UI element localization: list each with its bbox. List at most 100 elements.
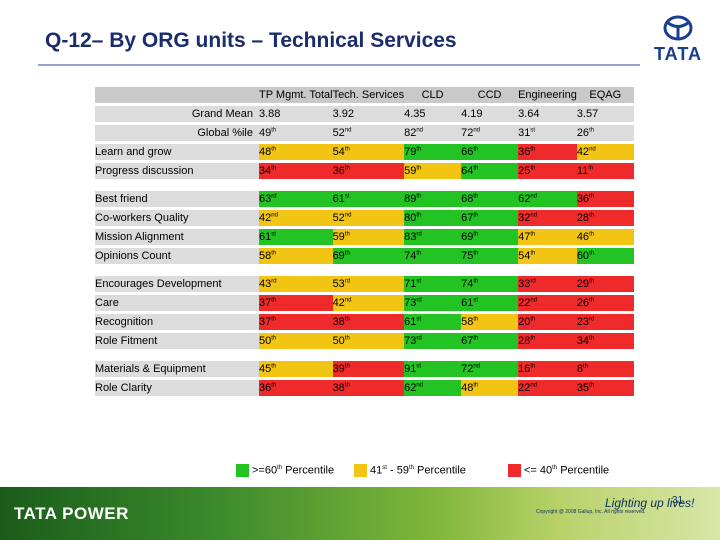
- score-cell: 45th: [259, 361, 333, 377]
- score-cell: 61st: [259, 229, 333, 245]
- score-cell: 69th: [332, 248, 405, 264]
- ordinal-suffix: st: [271, 231, 276, 238]
- score-cell: 20th: [518, 314, 577, 330]
- score-cell: 79th: [404, 144, 462, 160]
- score-cell: 66th: [461, 144, 519, 160]
- ordinal-suffix: th: [416, 146, 422, 153]
- score-cell: 48th: [259, 144, 333, 160]
- ordinal-suffix: st: [416, 278, 422, 285]
- score-cell: 26th: [576, 295, 634, 311]
- score-value: 4.19: [461, 108, 483, 120]
- ordinal-suffix: th: [271, 363, 277, 370]
- score-value: 61: [332, 193, 345, 205]
- ordinal-suffix: th: [344, 146, 350, 153]
- ordinal-suffix: th: [589, 382, 595, 389]
- row-label: Progress discussion: [95, 163, 259, 179]
- tata-power-brand: TATA POWER: [14, 504, 129, 523]
- ordinal-suffix: nd: [530, 193, 538, 200]
- ordinal-suffix: th: [589, 212, 595, 219]
- score-value: 4.35: [404, 108, 426, 120]
- ordinal-suffix: th: [344, 165, 350, 172]
- score-cell: 28th: [576, 210, 634, 226]
- score-value: 16: [518, 363, 531, 375]
- score-cell: 59th: [404, 163, 462, 179]
- score-cell: 50th: [332, 333, 405, 349]
- score-cell: 71st: [404, 276, 462, 292]
- ordinal-suffix: th: [473, 335, 479, 342]
- ordinal-suffix: th: [271, 165, 277, 172]
- score-cell: 61st: [332, 191, 405, 207]
- score-value: 20: [518, 316, 531, 328]
- score-cell: 29th: [576, 276, 634, 292]
- row-label: Role Fitment: [95, 333, 259, 349]
- ordinal-suffix: th: [530, 165, 536, 172]
- score-cell: 11th: [576, 163, 634, 179]
- ordinal-suffix: th: [473, 250, 479, 257]
- ordinal-suffix: st: [530, 127, 536, 134]
- score-value: 64: [461, 165, 474, 177]
- title-divider: [38, 64, 640, 66]
- score-value: 38: [332, 382, 345, 394]
- score-value: 73: [404, 297, 417, 309]
- ordinal-suffix: th: [473, 278, 479, 285]
- score-value: 36: [259, 382, 272, 394]
- score-cell: 68th: [461, 191, 519, 207]
- score-value: 38: [332, 316, 345, 328]
- ordinal-suffix: th: [271, 335, 277, 342]
- score-value: 47: [518, 231, 531, 243]
- score-value: 58: [259, 250, 272, 262]
- score-value: 83: [404, 231, 417, 243]
- score-value: 8: [576, 363, 583, 375]
- score-value: 54: [518, 250, 531, 262]
- ordinal-suffix: th: [344, 363, 350, 370]
- ordinal-suffix: rd: [344, 278, 351, 285]
- score-cell: 73rd: [404, 295, 462, 311]
- ordinal-suffix: th: [473, 212, 479, 219]
- score-cell: 33rd: [518, 276, 577, 292]
- score-value: 46: [576, 231, 590, 243]
- ordinal-suffix: th: [473, 193, 479, 200]
- score-cell: 64th: [461, 163, 519, 179]
- score-value: 26: [576, 127, 590, 139]
- page-number: 31: [672, 495, 684, 506]
- score-value: 34: [259, 165, 272, 177]
- ordinal-suffix: nd: [271, 212, 278, 219]
- footer-banner: TATA POWER Lighting up lives! 31 Copyrig…: [0, 487, 720, 540]
- table-row: Materials & Equipment 45th 39th 91st 72nd 16t…: [95, 361, 634, 377]
- ordinal-suffix: th: [473, 146, 479, 153]
- ordinal-suffix: th: [344, 250, 350, 257]
- score-value: 54: [332, 146, 345, 158]
- score-value: 66: [461, 146, 474, 158]
- score-cell: 72nd: [461, 361, 519, 377]
- score-value: 50: [259, 335, 272, 347]
- score-value: 11: [576, 165, 589, 177]
- score-cell: 58th: [259, 248, 333, 264]
- ordinal-suffix: th: [473, 382, 479, 389]
- row-label: Materials & Equipment: [95, 361, 259, 377]
- legend-text: <= 40: [524, 464, 553, 477]
- ordinal-suffix: th: [588, 165, 594, 172]
- score-value: 80: [404, 212, 417, 224]
- score-cell: 43rd: [259, 276, 333, 292]
- summary-row: Grand Mean 3.88 3.92 4.35 4.19 3.64 3.57: [95, 106, 634, 122]
- ordinal-suffix: nd: [589, 146, 596, 153]
- score-cell: 8th: [576, 361, 634, 377]
- ordinal-suffix: th: [416, 193, 422, 200]
- score-value: 26: [576, 297, 590, 309]
- score-cell: 61st: [461, 295, 519, 311]
- score-cell: 38th: [332, 380, 405, 396]
- score-value: 61: [404, 316, 417, 328]
- ordinal-suffix: st: [416, 363, 422, 370]
- score-value: 49: [259, 127, 272, 139]
- group-gap: [95, 182, 634, 188]
- score-cell: 74th: [404, 248, 462, 264]
- score-value: 22: [518, 297, 531, 309]
- score-value: 89: [404, 193, 417, 205]
- ordinal-suffix: nd: [344, 297, 352, 304]
- score-value: 82: [404, 127, 417, 139]
- score-value: 48: [461, 382, 474, 394]
- table-row: Recognition 37th 38th 61st 58th 20th 23rd: [95, 314, 634, 330]
- score-value: 23: [576, 316, 590, 328]
- column-header: EQAG: [576, 87, 634, 103]
- score-cell: 83rd: [404, 229, 462, 245]
